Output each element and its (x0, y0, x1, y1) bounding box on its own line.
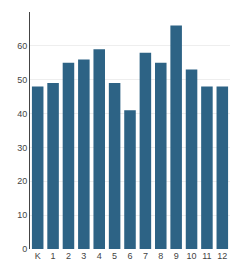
svg-text:6: 6 (127, 251, 132, 261)
svg-text:10: 10 (187, 251, 197, 261)
svg-text:40: 40 (17, 109, 27, 119)
svg-text:20: 20 (17, 176, 27, 186)
svg-text:50: 50 (17, 75, 27, 85)
svg-text:11: 11 (202, 251, 211, 261)
svg-text:0: 0 (22, 244, 27, 254)
svg-text:3: 3 (81, 251, 86, 261)
svg-text:4: 4 (97, 251, 102, 261)
svg-text:10: 10 (17, 210, 27, 220)
svg-text:8: 8 (158, 251, 163, 261)
svg-text:2: 2 (66, 251, 71, 261)
svg-text:K: K (35, 251, 41, 261)
svg-text:1: 1 (51, 251, 56, 261)
svg-text:5: 5 (112, 251, 117, 261)
svg-text:9: 9 (174, 251, 179, 261)
svg-text:12: 12 (217, 251, 227, 261)
svg-text:7: 7 (143, 251, 148, 261)
svg-text:60: 60 (17, 41, 27, 51)
svg-text:30: 30 (17, 143, 27, 153)
